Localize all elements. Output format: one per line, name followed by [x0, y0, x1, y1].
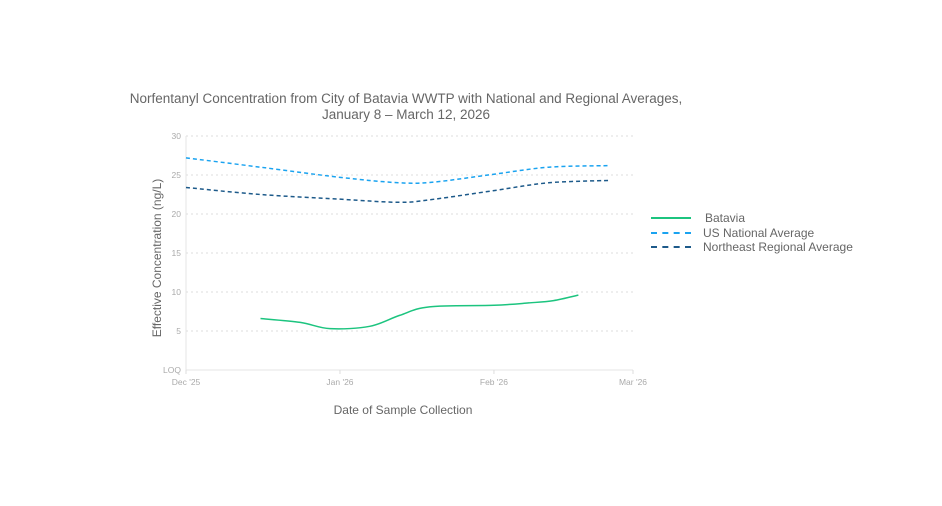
- y-tick-label: 20: [172, 209, 182, 219]
- series-line-batavia: [260, 294, 579, 330]
- legend-label: US National Average: [703, 225, 815, 240]
- legend-swatch: [651, 217, 691, 220]
- legend-label: Northeast Regional Average: [703, 240, 853, 255]
- x-tick-label: Dec '25: [172, 377, 201, 387]
- chart-title: Norfentanyl Concentration from City of B…: [100, 91, 712, 123]
- y-axis-label: Effective Concentration (ng/L): [150, 178, 164, 338]
- legend-swatch: [651, 246, 691, 249]
- x-axis-label: Date of Sample Collection: [333, 403, 473, 417]
- y-tick-label: 15: [172, 248, 182, 258]
- legend-item-northeast[interactable]: Northeast Regional Average: [651, 240, 853, 255]
- x-tick-label: Jan '26: [326, 377, 353, 387]
- series-line-northeast-regional-average: [185, 179, 609, 204]
- legend-item-batavia[interactable]: Batavia: [651, 211, 853, 226]
- chart-subtitle: January 8 – March 12, 2026: [321, 107, 491, 122]
- y-tick-label: 5: [176, 326, 181, 336]
- series-line-us-national-average: [185, 157, 609, 185]
- y-tick-label: LOQ: [163, 365, 181, 375]
- legend: Batavia US National Average Northeast Re…: [651, 211, 853, 255]
- x-tick-label: Feb '26: [480, 377, 508, 387]
- y-tick-label: 25: [172, 170, 182, 180]
- chart-title-line1: Norfentanyl Concentration from City of B…: [129, 91, 683, 106]
- legend-swatch: [651, 231, 691, 234]
- y-tick-label: 30: [172, 131, 182, 141]
- legend-label: Batavia: [705, 211, 746, 226]
- legend-item-us-national[interactable]: US National Average: [651, 226, 853, 241]
- y-tick-label: 10: [172, 287, 182, 297]
- x-tick-label: Mar '26: [619, 377, 647, 387]
